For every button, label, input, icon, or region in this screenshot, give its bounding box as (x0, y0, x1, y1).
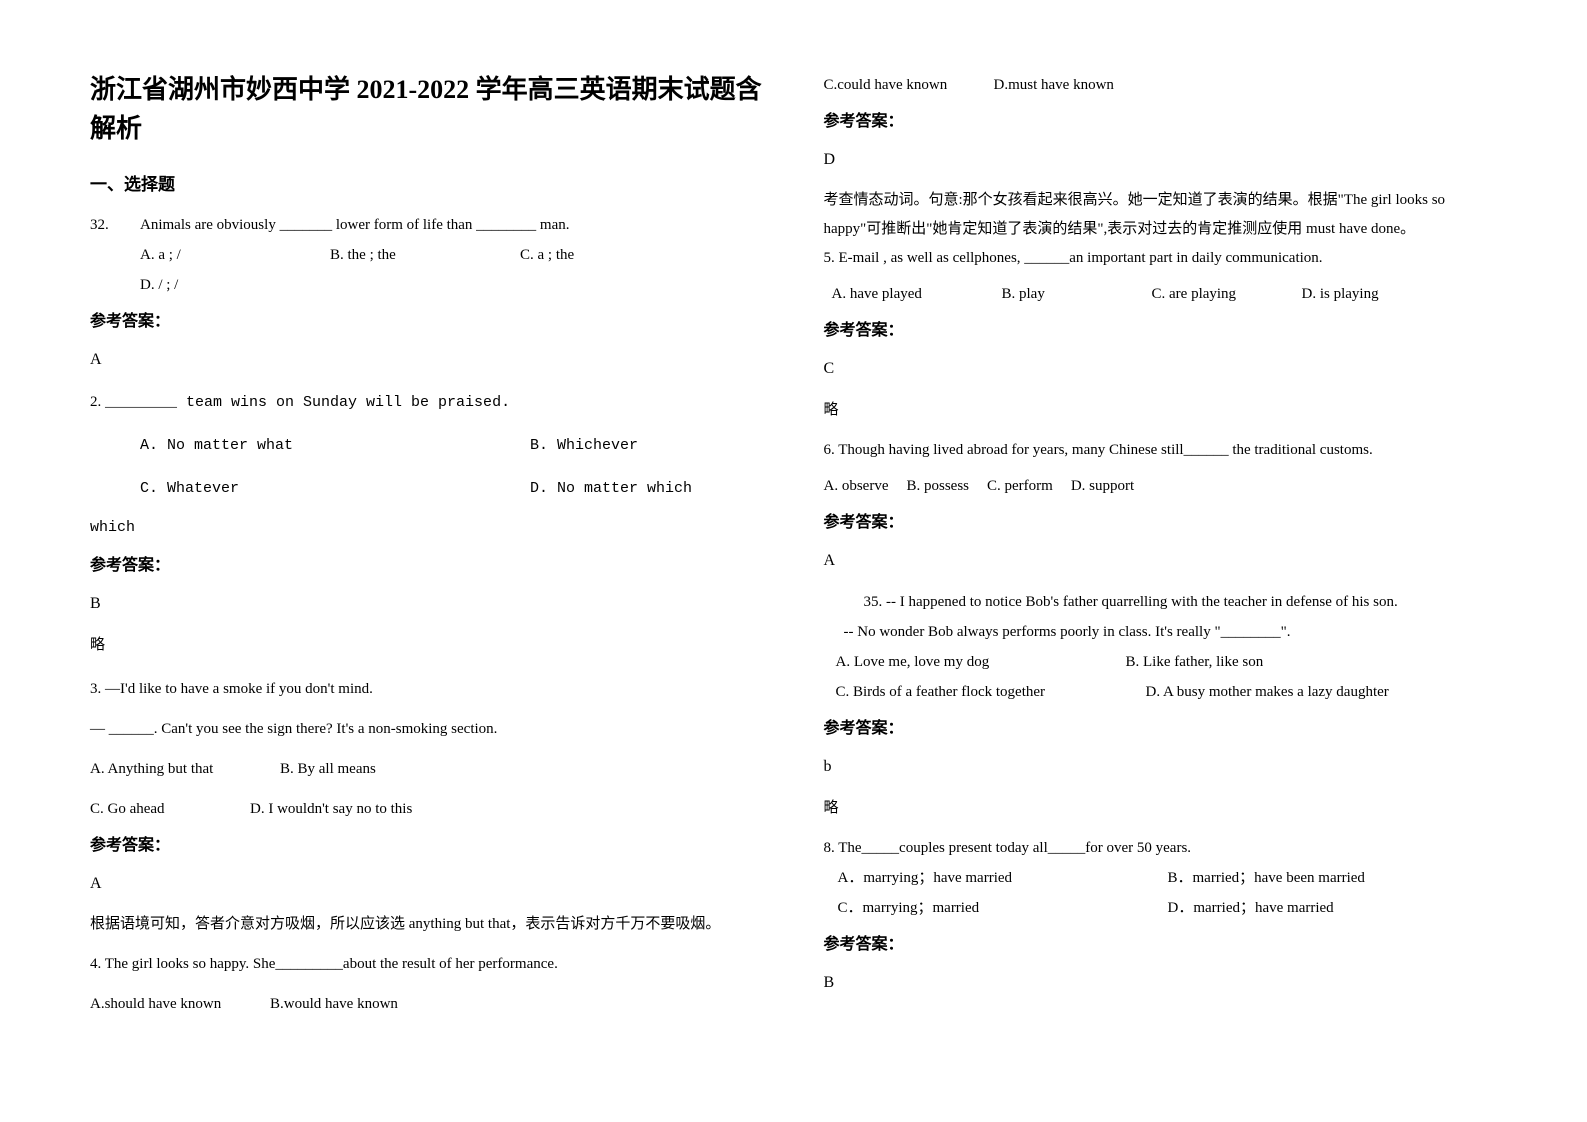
opt-b: B. the ; the (330, 240, 520, 270)
lue-35: 略 (824, 793, 1498, 823)
opt-a: A. Love me, love my dog (836, 647, 1126, 677)
opt-d: D. No matter which (530, 472, 692, 505)
opt-a: A. have played (824, 279, 1002, 309)
explain-3: 根据语境可知，答者介意对方吸烟，所以应该选 anything but that，… (90, 910, 764, 939)
opt-c: C.could have known (824, 70, 994, 100)
answer-3: A (90, 868, 764, 900)
q-text: ________ team wins on Sunday will be pra… (105, 394, 510, 411)
question-6: 6. Though having lived abroad for years,… (824, 435, 1498, 501)
opt-b: B. play (1002, 279, 1152, 309)
q6-line1: 6. Though having lived abroad for years,… (824, 435, 1498, 465)
q3-line1: 3. —I'd like to have a smoke if you don'… (90, 674, 764, 704)
q3-line2: — ______. Can't you see the sign there? … (90, 714, 764, 744)
right-column: C.could have known D.must have known 参考答… (794, 70, 1528, 1082)
opt-c: C. Go ahead (90, 794, 250, 824)
opt-c: C. are playing (1152, 279, 1302, 309)
opt-a: A. observe (824, 471, 889, 501)
opt-c: C. perform (987, 471, 1053, 501)
opt-b: B. Like father, like son (1126, 647, 1264, 677)
answer-label: 参考答案： (824, 929, 1498, 961)
answer-label: 参考答案： (824, 507, 1498, 539)
opt-d: D. / ; / (140, 277, 178, 293)
opt-a: A.should have known (90, 989, 270, 1019)
lue-2: 略 (90, 630, 764, 660)
opt-d: D.must have known (994, 70, 1114, 100)
opt-d: D. A busy mother makes a lazy daughter (1146, 677, 1389, 707)
answer-label: 参考答案： (90, 306, 764, 338)
opt-a: A. Anything but that (90, 754, 280, 784)
opt-a: A．marrying；have married (838, 863, 1168, 893)
opt-a: A. No matter what (140, 429, 530, 462)
answer-4: D (824, 144, 1498, 176)
answer-label: 参考答案： (824, 713, 1498, 745)
explain-4: 考查情态动词。句意:那个女孩看起来很高兴。她一定知道了表演的结果。根据"The … (824, 186, 1498, 243)
lue-5: 略 (824, 395, 1498, 425)
answer-6: A (824, 545, 1498, 577)
q35-line1: 35. -- I happened to notice Bob's father… (824, 587, 1498, 617)
opt-b: B. possess (906, 471, 969, 501)
answer-label: 参考答案： (824, 315, 1498, 347)
answer-8: B (824, 967, 1498, 999)
opt-c: C. Whatever (140, 472, 530, 505)
question-32: 32. Animals are obviously _______ lower … (90, 210, 764, 300)
opt-b: B．married；have been married (1168, 863, 1365, 893)
opt-b: B. By all means (280, 754, 376, 784)
question-3: 3. —I'd like to have a smoke if you don'… (90, 674, 764, 824)
answer-5: C (824, 353, 1498, 385)
opt-d: D．married；have married (1168, 893, 1334, 923)
answer-2: B (90, 588, 764, 620)
q-number: 32. (90, 210, 140, 240)
question-5: 5. E-mail , as well as cellphones, _____… (824, 243, 1498, 309)
q5-line1: 5. E-mail , as well as cellphones, _____… (824, 243, 1498, 273)
opt-b: B. Whichever (530, 429, 638, 462)
opt-c: C. a ; the (520, 240, 640, 270)
document-title: 浙江省湖州市妙西中学 2021-2022 学年高三英语期末试题含解析 (90, 70, 764, 148)
q2-optd-cont: which (90, 511, 764, 544)
q4-line1: 4. The girl looks so happy. She_________… (90, 949, 764, 979)
question-4: 4. The girl looks so happy. She_________… (90, 949, 764, 1019)
answer-label: 参考答案： (90, 550, 764, 582)
answer-35: b (824, 751, 1498, 783)
answer-label: 参考答案： (90, 830, 764, 862)
q8-line1: 8. The_____couples present today all____… (824, 833, 1498, 863)
opt-c: C．marrying；married (838, 893, 1168, 923)
answer-label: 参考答案： (824, 106, 1498, 138)
answer-32: A (90, 344, 764, 376)
q-number: 2. (90, 394, 101, 410)
opt-c: C. Birds of a feather flock together (836, 677, 1146, 707)
left-column: 浙江省湖州市妙西中学 2021-2022 学年高三英语期末试题含解析 一、选择题… (60, 70, 794, 1082)
section-heading: 一、选择题 (90, 168, 764, 202)
q4-cont: C.could have known D.must have known (824, 70, 1498, 100)
opt-b: B.would have known (270, 989, 398, 1019)
q35-line2: -- No wonder Bob always performs poorly … (824, 617, 1498, 647)
question-2: 2. ________ team wins on Sunday will be … (90, 386, 764, 505)
exam-page: 浙江省湖州市妙西中学 2021-2022 学年高三英语期末试题含解析 一、选择题… (0, 0, 1587, 1122)
opt-d: D. I wouldn't say no to this (250, 794, 412, 824)
q-text: Animals are obviously _______ lower form… (140, 210, 570, 240)
opt-d: D. is playing (1302, 279, 1379, 309)
question-35: 35. -- I happened to notice Bob's father… (824, 587, 1498, 707)
opt-a: A. a ; / (140, 240, 330, 270)
opt-d: D. support (1071, 471, 1134, 501)
question-8: 8. The_____couples present today all____… (824, 833, 1498, 923)
